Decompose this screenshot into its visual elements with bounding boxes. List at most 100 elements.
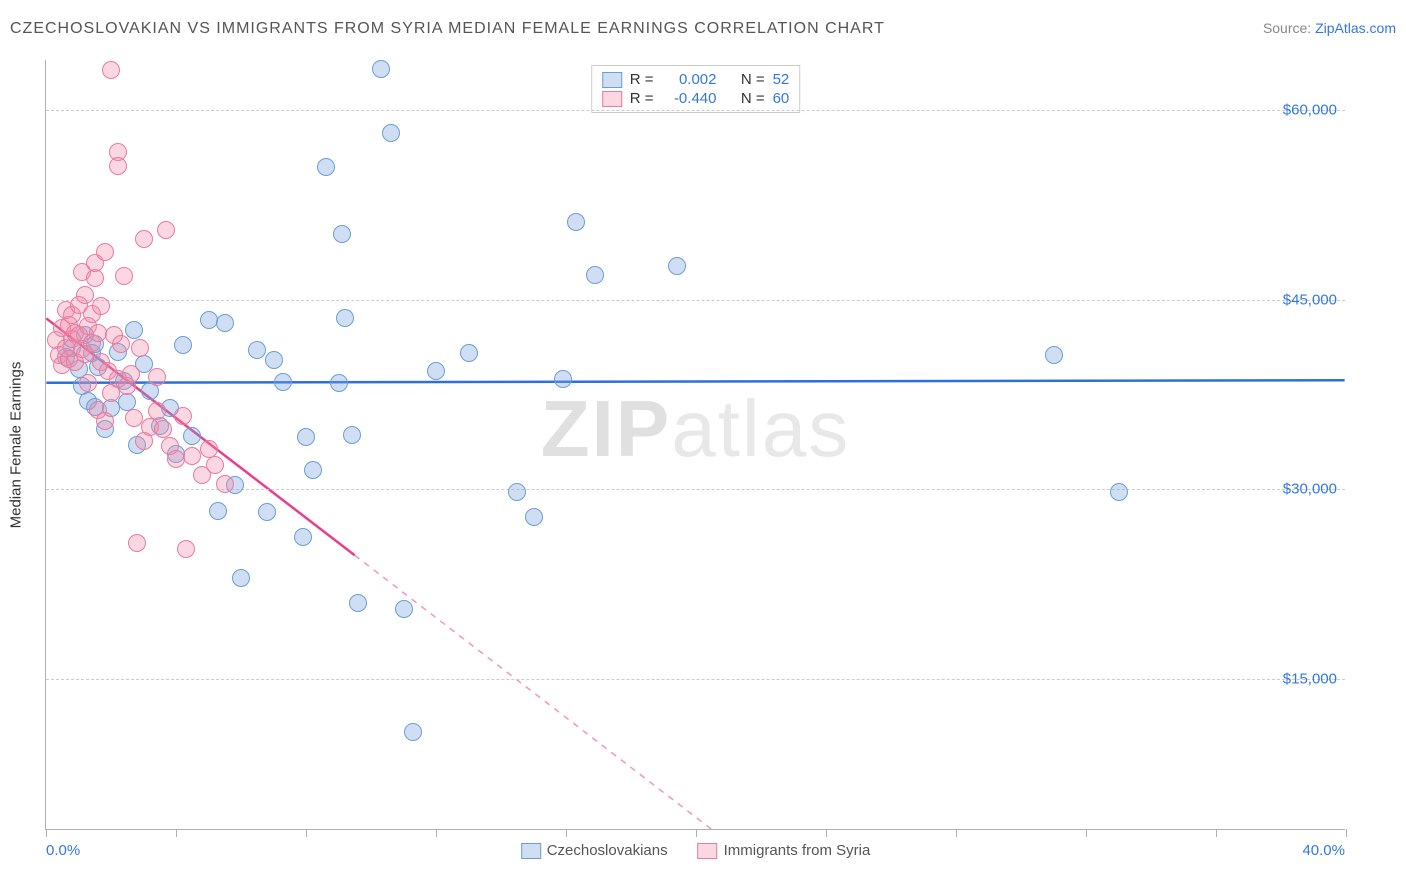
x-tick xyxy=(1346,829,1347,837)
data-point xyxy=(200,440,218,458)
legend-swatch xyxy=(521,843,541,859)
x-axis-max-label: 40.0% xyxy=(1302,842,1345,859)
gridline xyxy=(46,679,1345,680)
x-axis-min-label: 0.0% xyxy=(46,842,80,859)
data-point xyxy=(304,461,322,479)
data-point xyxy=(343,426,361,444)
data-point xyxy=(382,124,400,142)
data-point xyxy=(148,402,166,420)
data-point xyxy=(76,286,94,304)
gridline xyxy=(46,300,1345,301)
data-point xyxy=(96,243,114,261)
stats-legend-row: R = 0.002 N = 52 xyxy=(602,70,790,89)
y-tick-label: $45,000 xyxy=(1283,291,1337,308)
y-tick-label: $60,000 xyxy=(1283,102,1337,119)
x-tick xyxy=(46,829,47,837)
data-point xyxy=(330,374,348,392)
data-point xyxy=(135,230,153,248)
watermark-light: atlas xyxy=(671,384,850,473)
data-point xyxy=(395,600,413,618)
n-value: 52 xyxy=(773,71,790,88)
x-tick xyxy=(1086,829,1087,837)
n-value: 60 xyxy=(773,90,790,107)
data-point xyxy=(96,412,114,430)
x-tick xyxy=(1216,829,1217,837)
trend-line-solid xyxy=(46,380,1344,383)
data-point xyxy=(554,370,572,388)
stats-legend: R = 0.002 N = 52R = -0.440 N = 60 xyxy=(591,65,801,113)
r-value: 0.002 xyxy=(661,71,716,88)
data-point xyxy=(148,368,166,386)
data-point xyxy=(177,540,195,558)
x-tick xyxy=(436,829,437,837)
y-tick-label: $15,000 xyxy=(1283,670,1337,687)
data-point xyxy=(206,456,224,474)
legend-swatch xyxy=(698,843,718,859)
x-tick xyxy=(956,829,957,837)
data-point xyxy=(118,393,136,411)
chart-header: CZECHOSLOVAKIAN VS IMMIGRANTS FROM SYRIA… xyxy=(10,20,1396,38)
chart-title: CZECHOSLOVAKIAN VS IMMIGRANTS FROM SYRIA… xyxy=(10,20,885,38)
data-point xyxy=(404,723,422,741)
data-point xyxy=(154,420,172,438)
x-tick xyxy=(176,829,177,837)
legend-label: Czechoslovakians xyxy=(547,842,668,859)
data-point xyxy=(200,311,218,329)
data-point xyxy=(1045,346,1063,364)
data-point xyxy=(79,374,97,392)
data-point xyxy=(586,266,604,284)
data-point xyxy=(89,324,107,342)
n-label: N = xyxy=(741,71,765,88)
data-point xyxy=(525,508,543,526)
data-point xyxy=(157,221,175,239)
data-point xyxy=(508,483,526,501)
data-point xyxy=(294,528,312,546)
plot-area: ZIPatlas Median Female Earnings R = 0.00… xyxy=(45,60,1345,830)
bottom-legend: Czechoslovakians Immigrants from Syria xyxy=(521,842,871,859)
n-label: N = xyxy=(741,90,765,107)
data-point xyxy=(174,336,192,354)
data-point xyxy=(274,373,292,391)
data-point xyxy=(372,60,390,78)
data-point xyxy=(349,594,367,612)
data-point xyxy=(174,407,192,425)
legend-item: Immigrants from Syria xyxy=(698,842,871,859)
data-point xyxy=(333,225,351,243)
data-point xyxy=(216,475,234,493)
gridline xyxy=(46,110,1345,111)
legend-swatch xyxy=(602,72,622,88)
trend-line-dashed xyxy=(355,555,761,829)
data-point xyxy=(125,409,143,427)
stats-legend-row: R = -0.440 N = 60 xyxy=(602,89,790,108)
data-point xyxy=(668,257,686,275)
r-label: R = xyxy=(630,90,654,107)
chart-source: Source: ZipAtlas.com xyxy=(1263,20,1396,36)
data-point xyxy=(1110,483,1128,501)
data-point xyxy=(109,157,127,175)
data-point xyxy=(265,351,283,369)
data-point xyxy=(92,297,110,315)
legend-label: Immigrants from Syria xyxy=(724,842,871,859)
data-point xyxy=(102,61,120,79)
data-point xyxy=(258,503,276,521)
data-point xyxy=(167,450,185,468)
data-point xyxy=(567,213,585,231)
data-point xyxy=(232,569,250,587)
y-axis-label: Median Female Earnings xyxy=(8,361,25,528)
x-tick xyxy=(696,829,697,837)
x-tick xyxy=(306,829,307,837)
r-label: R = xyxy=(630,71,654,88)
source-link[interactable]: ZipAtlas.com xyxy=(1315,20,1396,36)
data-point xyxy=(112,335,130,353)
data-point xyxy=(125,321,143,339)
data-point xyxy=(460,344,478,362)
x-tick xyxy=(826,829,827,837)
r-value: -0.440 xyxy=(661,90,716,107)
legend-item: Czechoslovakians xyxy=(521,842,668,859)
legend-swatch xyxy=(602,91,622,107)
data-point xyxy=(131,339,149,357)
trend-lines-svg xyxy=(46,60,1345,829)
source-label: Source: xyxy=(1263,20,1315,36)
x-tick xyxy=(566,829,567,837)
data-point xyxy=(183,447,201,465)
